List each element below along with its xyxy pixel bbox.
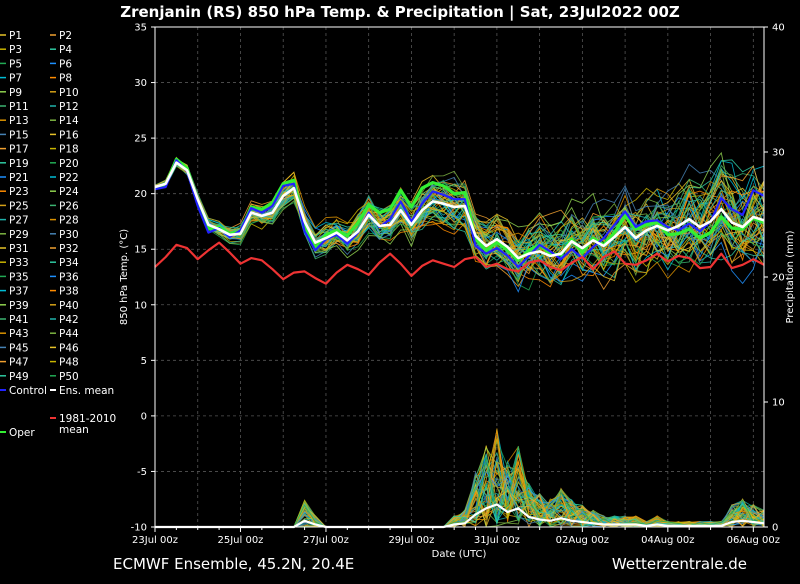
legend-label: P2 bbox=[59, 30, 72, 42]
legend-label: P12 bbox=[59, 101, 79, 113]
legend-label: P15 bbox=[9, 129, 29, 141]
legend-label: P35 bbox=[9, 271, 29, 283]
y-tick-label: 20 bbox=[134, 189, 147, 200]
legend-label: P39 bbox=[9, 300, 29, 312]
y-tick-label: 0 bbox=[141, 411, 147, 422]
legend-label: P46 bbox=[59, 342, 79, 354]
x-tick-label: 04Aug 00z bbox=[641, 535, 694, 546]
x-axis: 23Jul 00z 25Jul 00z 27Jul 00z 29Jul 00z 31Ju… bbox=[132, 527, 780, 546]
legend-label-ens-mean: Ens. mean bbox=[59, 385, 114, 397]
legend-label: P8 bbox=[59, 73, 72, 85]
footer-brand: Wetterzentrale.de bbox=[612, 555, 747, 573]
x-tick-label: 27Jul 00z bbox=[303, 535, 349, 546]
legend-label: P36 bbox=[59, 271, 79, 283]
y2-tick-label: 30 bbox=[772, 148, 785, 159]
legend-label: P48 bbox=[59, 357, 79, 369]
legend-label: P47 bbox=[9, 357, 29, 369]
y-tick-label: -5 bbox=[137, 467, 147, 478]
y-tick-label: 25 bbox=[134, 134, 147, 145]
x-tick-label: 29Jul 00z bbox=[388, 535, 434, 546]
series-line-ens-mean bbox=[154, 161, 765, 260]
legend-label: P27 bbox=[9, 215, 29, 227]
legend-label: P5 bbox=[9, 58, 22, 70]
legend-label: P6 bbox=[59, 58, 72, 70]
legend-label: P1 bbox=[9, 30, 22, 42]
y2-tick-label: 20 bbox=[772, 273, 785, 284]
legend-label: P21 bbox=[9, 172, 29, 184]
legend-label: P32 bbox=[59, 243, 79, 255]
ensemble-member-line bbox=[154, 162, 765, 288]
y-axis-left: -10 -5 0 5 10 15 20 25 30 35 bbox=[131, 23, 155, 534]
legend: P1 P2 P3 P4 P5 P6 P7 P8 P9 P10 P11 P12 P13 P14 P15 P16 P… bbox=[0, 30, 116, 439]
y2-tick-label: 0 bbox=[772, 523, 778, 534]
ensemble-member-line bbox=[154, 165, 765, 270]
legend-label: P43 bbox=[9, 328, 29, 340]
legend-label: P34 bbox=[59, 257, 79, 269]
ensemble-member-line bbox=[154, 159, 765, 278]
legend-label: P44 bbox=[59, 328, 79, 340]
y-axis-label: 850 hPa Temp. (°C) bbox=[119, 229, 130, 325]
legend-label: P29 bbox=[9, 229, 29, 241]
legend-label: P3 bbox=[9, 44, 22, 56]
legend-label: P38 bbox=[59, 286, 79, 298]
legend-label: P33 bbox=[9, 257, 29, 269]
legend-label: P9 bbox=[9, 87, 22, 99]
legend-label: P22 bbox=[59, 172, 79, 184]
legend-label: P10 bbox=[59, 87, 79, 99]
legend-label: P17 bbox=[9, 144, 29, 156]
y-tick-label: 5 bbox=[141, 356, 147, 367]
y-tick-label: 35 bbox=[134, 23, 147, 34]
legend-label: P42 bbox=[59, 314, 79, 326]
y-tick-label: 15 bbox=[134, 245, 147, 256]
y2-tick-label: 40 bbox=[772, 23, 785, 34]
legend-label-climate: 1981-2010 bbox=[59, 413, 116, 425]
x-tick-label: 06Aug 00z bbox=[727, 535, 780, 546]
legend-label: P16 bbox=[59, 129, 79, 141]
y-axis-right: 0 10 20 30 40 bbox=[764, 23, 785, 534]
legend-label: P30 bbox=[59, 229, 79, 241]
x-tick-label: 23Jul 00z bbox=[132, 535, 178, 546]
ensemble-member-line bbox=[154, 164, 765, 277]
legend-label: P26 bbox=[59, 200, 79, 212]
legend-label: P19 bbox=[9, 158, 29, 170]
chart-title: Zrenjanin (RS) 850 hPa Temp. & Precipita… bbox=[120, 3, 680, 22]
legend-label: P31 bbox=[9, 243, 29, 255]
x-tick-label: 02Aug 00z bbox=[556, 535, 609, 546]
legend-label: P40 bbox=[59, 300, 79, 312]
legend-label-control: Control bbox=[9, 385, 47, 397]
legend-label: P13 bbox=[9, 115, 29, 127]
legend-label: P20 bbox=[59, 158, 79, 170]
legend-label: P28 bbox=[59, 215, 79, 227]
legend-label: P14 bbox=[59, 115, 79, 127]
x-tick-label: 31Jul 00z bbox=[474, 535, 520, 546]
legend-label-oper: Oper bbox=[9, 427, 35, 439]
y-tick-label: 30 bbox=[134, 78, 147, 89]
y-tick-label: 10 bbox=[134, 300, 147, 311]
legend-label: P37 bbox=[9, 286, 29, 298]
series-line-1981-2010-mean bbox=[154, 241, 765, 285]
legend-label: P7 bbox=[9, 73, 22, 85]
legend-label: P4 bbox=[59, 44, 72, 56]
legend-label: P11 bbox=[9, 101, 29, 113]
y2-tick-label: 10 bbox=[772, 398, 785, 409]
y-tick-label: -10 bbox=[131, 523, 147, 534]
main-series bbox=[154, 157, 765, 285]
legend-label: P45 bbox=[9, 342, 29, 354]
legend-label: P23 bbox=[9, 186, 29, 198]
legend-label-climate: mean bbox=[59, 424, 89, 436]
legend-label: P24 bbox=[59, 186, 79, 198]
series-line-control bbox=[154, 159, 765, 269]
x-axis-label: Date (UTC) bbox=[432, 549, 487, 560]
footer-source: ECMWF Ensemble, 45.2N, 20.4E bbox=[113, 555, 354, 573]
legend-label: P18 bbox=[59, 144, 79, 156]
legend-label: P41 bbox=[9, 314, 29, 326]
y2-axis-label: Precipitation (mm) bbox=[785, 230, 796, 323]
legend-label: P25 bbox=[9, 200, 29, 212]
legend-label: P50 bbox=[59, 371, 79, 383]
ensemble-member-line bbox=[154, 161, 765, 288]
x-tick-label: 25Jul 00z bbox=[217, 535, 263, 546]
legend-label: P49 bbox=[9, 371, 29, 383]
